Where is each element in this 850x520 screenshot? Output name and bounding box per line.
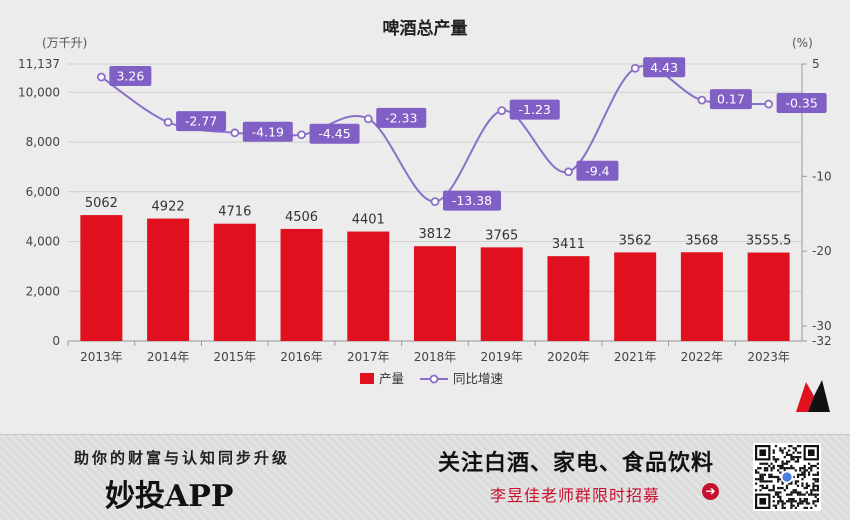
x-tick-label: 2016年 bbox=[280, 350, 323, 364]
x-tick-label: 2018年 bbox=[414, 350, 457, 364]
growth-label-box bbox=[176, 111, 227, 132]
bar-2019年 bbox=[480, 247, 523, 341]
right-axis-unit: (%) bbox=[792, 36, 813, 50]
right-tick-label: -10 bbox=[812, 169, 832, 183]
growth-label-box bbox=[576, 160, 619, 181]
growth-value-label: 4.43 bbox=[650, 60, 678, 75]
promo-footer: 助你的财富与认知同步升级 妙投APP 关注白酒、家电、食品饮料 李昱佳老师群限时… bbox=[0, 434, 850, 520]
x-tick-label: 2013年 bbox=[80, 350, 123, 364]
growth-point bbox=[764, 99, 774, 109]
bar-value-label: 3411 bbox=[552, 237, 585, 252]
growth-value-label: -0.35 bbox=[785, 96, 817, 111]
right-tick-label: -32 bbox=[812, 334, 832, 348]
legend-bar-swatch bbox=[360, 373, 374, 384]
growth-point bbox=[163, 117, 173, 127]
growth-point bbox=[230, 128, 240, 138]
bar-value-label: 5062 bbox=[85, 196, 118, 211]
growth-point bbox=[96, 72, 106, 82]
left-tick-label: 6,000 bbox=[26, 185, 60, 199]
chart-title: 啤酒总产量 bbox=[383, 18, 468, 39]
left-tick-label: 11,137 bbox=[18, 57, 60, 71]
x-tick-label: 2017年 bbox=[347, 350, 390, 364]
slogan-text: 助你的财富与认知同步升级 bbox=[74, 449, 291, 467]
right-tick-label: -30 bbox=[812, 319, 832, 333]
growth-label-box bbox=[509, 99, 560, 120]
bar-value-label: 4716 bbox=[218, 205, 251, 220]
left-tick-label: 2,000 bbox=[26, 284, 60, 298]
bar-2014年 bbox=[147, 218, 190, 341]
bar-value-label: 3568 bbox=[685, 233, 718, 248]
arrow-right-circle-icon[interactable]: ➔ bbox=[702, 483, 719, 500]
chart-svg: 啤酒总产量 (万千升) (%) 0 2,000 4,000 6,000 8,000 10,000… bbox=[18, 18, 832, 386]
bar-value-label: 4506 bbox=[285, 210, 318, 225]
x-tick-label: 2014年 bbox=[147, 350, 190, 364]
bar-2023年 bbox=[747, 252, 790, 341]
growth-value-label: -2.77 bbox=[185, 114, 217, 129]
growth-point bbox=[630, 63, 640, 73]
bar-2018年 bbox=[414, 246, 456, 341]
growth-point bbox=[363, 114, 373, 124]
bar-2022年 bbox=[680, 252, 723, 341]
growth-value-label: -4.45 bbox=[318, 126, 350, 141]
app-name: 妙投APP bbox=[105, 479, 234, 514]
growth-label-box bbox=[443, 190, 501, 211]
left-tick-label: 4,000 bbox=[26, 235, 60, 249]
left-axis-unit: (万千升) bbox=[42, 36, 87, 50]
bar-value-label: 4401 bbox=[352, 213, 385, 228]
bar-2017年 bbox=[347, 231, 390, 341]
x-tick-label: 2020年 bbox=[547, 350, 590, 364]
x-tick-label: 2021年 bbox=[614, 350, 657, 364]
legend-line-marker bbox=[429, 374, 439, 384]
x-tick-label: 2019年 bbox=[480, 350, 523, 364]
bar-value-label: 4922 bbox=[152, 200, 185, 215]
growth-point bbox=[297, 130, 306, 140]
bar-value-label: 3555.5 bbox=[746, 234, 792, 249]
bar-2020年 bbox=[547, 256, 590, 341]
growth-label-box bbox=[709, 89, 752, 110]
left-tick-label: 0 bbox=[52, 334, 60, 348]
right-tick-label: -20 bbox=[812, 244, 832, 258]
bar-2016年 bbox=[280, 228, 323, 341]
chart-area: 啤酒总产量 (万千升) (%) 0 2,000 4,000 6,000 8,000 10,000… bbox=[18, 18, 832, 412]
growth-value-label: -2.33 bbox=[385, 110, 417, 125]
bar-value-label: 3562 bbox=[619, 233, 652, 248]
growth-value-label: -1.23 bbox=[519, 102, 551, 117]
x-tick-label: 2023年 bbox=[747, 350, 790, 364]
promo-headline: 关注白酒、家电、食品饮料 bbox=[438, 451, 715, 476]
promo-subline[interactable]: 李昱佳老师群限时招募 bbox=[490, 486, 661, 505]
growth-label-box bbox=[643, 57, 686, 78]
growth-value-label: 3.26 bbox=[116, 69, 144, 84]
bar-value-label: 3765 bbox=[485, 228, 518, 243]
bar-2013年 bbox=[80, 215, 123, 341]
growth-label-box bbox=[309, 123, 360, 144]
growth-label-box bbox=[242, 121, 293, 142]
growth-value-label: -13.38 bbox=[452, 193, 492, 208]
qr-code[interactable] bbox=[753, 443, 821, 511]
growth-label-box bbox=[109, 66, 152, 87]
growth-point bbox=[497, 106, 507, 116]
growth-value-label: -4.19 bbox=[252, 124, 284, 139]
legend-bar-label: 产量 bbox=[379, 371, 404, 386]
growth-line bbox=[100, 65, 769, 203]
brand-m-logo bbox=[796, 380, 830, 412]
left-tick-label: 10,000 bbox=[18, 85, 60, 99]
legend-line-label: 同比增速 bbox=[453, 371, 504, 386]
x-tick-label: 2022年 bbox=[681, 350, 724, 364]
growth-point bbox=[564, 167, 573, 177]
growth-value-label: 0.17 bbox=[717, 92, 745, 107]
bar-2021年 bbox=[614, 252, 657, 341]
bar-2015年 bbox=[213, 223, 256, 341]
right-tick-label: 5 bbox=[812, 57, 820, 71]
left-tick-label: 8,000 bbox=[26, 135, 60, 149]
growth-value-label: -9.4 bbox=[585, 163, 609, 178]
growth-point bbox=[697, 95, 707, 105]
growth-label-box bbox=[776, 93, 827, 114]
x-tick-label: 2015年 bbox=[214, 350, 257, 364]
growth-label-box bbox=[376, 107, 427, 128]
growth-point bbox=[430, 197, 440, 207]
bar-value-label: 3812 bbox=[418, 227, 451, 242]
